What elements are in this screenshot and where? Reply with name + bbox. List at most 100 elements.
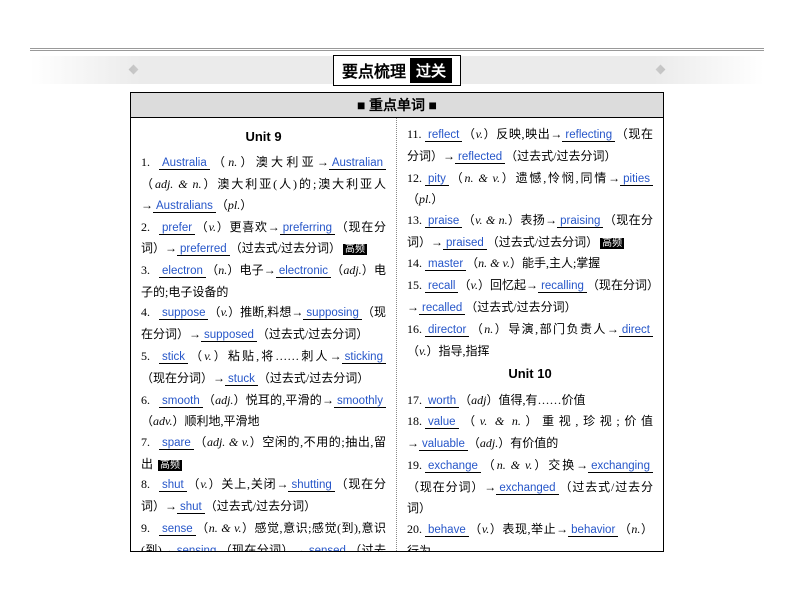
entry-text: （	[466, 256, 478, 270]
entry-text: （	[141, 414, 153, 428]
entry-text: （	[618, 522, 631, 536]
answer-blank: sensed	[306, 545, 349, 551]
sub-header: ■ 重点单词 ■	[131, 93, 663, 118]
part-of-speech: pl.	[419, 192, 431, 206]
content-frame: ■ 重点单词 ■ Unit 9 1.Australia（n.）澳大利亚→Aust…	[130, 92, 664, 552]
part-of-speech: v.	[204, 349, 211, 363]
vocab-entry: 7.spare（adj. & v.）空闲的,不用的;抽出,留出 高频	[141, 432, 386, 474]
answer-blank: recalled	[419, 302, 465, 315]
entry-text: ）电子→	[227, 263, 276, 277]
entry-text: ）值得,有……价值	[486, 393, 585, 407]
entry-number: 20.	[407, 519, 425, 540]
entry-text: （	[196, 521, 209, 535]
header-band: 要点梳理 过关	[30, 56, 764, 84]
vocab-entry: 3.electron（n.）电子→electronic（adj.）电子的;电子设…	[141, 260, 386, 302]
answer-blank: praised	[443, 237, 487, 250]
vocab-entry: 9.sense（n. & v.）感觉,意识;感觉(到),意识(到)→sensin…	[141, 518, 386, 551]
answer-blank: behavior	[568, 524, 618, 537]
entry-number: 17.	[407, 390, 425, 411]
entry-text: （	[331, 263, 343, 277]
entry-number: 8.	[141, 474, 159, 495]
entry-text: （	[407, 192, 419, 206]
entry-number: 1.	[141, 152, 159, 173]
answer-blank: stick	[159, 351, 188, 364]
entry-text: （过去式/过去分词）	[465, 300, 576, 314]
entry-number: 18.	[407, 411, 425, 432]
entry-text: （过去式/过去分词）	[505, 149, 616, 163]
entry-text: ）导演,部门负责人→	[493, 322, 619, 336]
entry-number: 5.	[141, 346, 159, 367]
entry-text: ）表扬→	[508, 213, 558, 227]
answer-blank: prefer	[159, 222, 195, 235]
part-of-speech: n.	[218, 263, 227, 277]
entry-text: ）	[431, 192, 443, 206]
answer-blank: supposed	[201, 329, 257, 342]
part-of-speech: n. & v.	[478, 256, 510, 270]
entry-text: （	[468, 436, 480, 450]
part-of-speech: adj. & n.	[155, 177, 202, 191]
answer-blank: preferring	[280, 222, 335, 235]
entry-text: （	[208, 305, 220, 319]
entry-text: （	[449, 171, 465, 185]
entry-text: （过去式/过去分词）	[230, 241, 341, 255]
vocab-entry: 14.master（n. & v.）能手,主人;掌握	[407, 253, 653, 275]
part-of-speech: n.	[228, 155, 237, 169]
entry-number: 15.	[407, 275, 425, 296]
entry-text: （	[141, 177, 155, 191]
answer-blank: shut	[177, 501, 205, 514]
answer-blank: sensing	[174, 545, 220, 551]
answer-blank: recalling	[538, 280, 587, 293]
vocab-entry: 18.value（v. & n.）重视,珍视;价值→valuable（adj.）…	[407, 411, 653, 455]
entry-text: （过去式/过去分词）	[487, 235, 598, 249]
entry-number: 9.	[141, 518, 159, 539]
answer-blank: pities	[620, 173, 653, 186]
part-of-speech: n.	[484, 322, 493, 336]
vocab-entry: 1.Australia（n.）澳大利亚→Australian（adj. & n.…	[141, 152, 386, 216]
entry-number: 11.	[407, 124, 425, 145]
entry-text: （	[469, 522, 482, 536]
entry-text: ）顺利地,平滑地	[172, 414, 259, 428]
entry-number: 16.	[407, 319, 425, 340]
vocab-entry: 6.smooth（adj.）悦耳的,平滑的→smoothly（adv.）顺利地,…	[141, 390, 386, 432]
vocab-entry: 13.praise（v. & n.）表扬→praising（现在分词）→prai…	[407, 210, 653, 254]
entry-text: ）粘贴,将……刺人→	[212, 349, 342, 363]
entry-number: 2.	[141, 217, 159, 238]
answer-blank: reflecting	[562, 129, 615, 142]
entry-text: ）有价值的	[498, 436, 558, 450]
entry-text: （	[187, 477, 201, 491]
answer-blank: praise	[425, 215, 462, 228]
answer-blank: praising	[557, 215, 603, 228]
entry-text: （	[407, 344, 419, 358]
entry-text: （	[462, 213, 475, 227]
entry-text: ）澳大利亚→	[237, 155, 329, 169]
vocab-entry: 5.stick（v.）粘贴,将……刺人→sticking（现在分词）→stuck…	[141, 346, 386, 390]
entry-number: 6.	[141, 390, 159, 411]
entry-text: （	[469, 322, 484, 336]
entry-text: （	[195, 220, 209, 234]
part-of-speech: v.	[471, 278, 478, 292]
answer-blank: Australians	[153, 200, 216, 213]
part-of-speech: v.	[209, 220, 216, 234]
entry-text: （现在分词）→	[407, 480, 496, 494]
entry-number: 12.	[407, 168, 425, 189]
answer-blank: behave	[425, 524, 469, 537]
vocab-entry: 8.shut（v.）关上,关闭→shutting（现在分词）→shut（过去式/…	[141, 474, 386, 518]
answer-blank: exchange	[425, 460, 481, 473]
entry-number: 4.	[141, 302, 159, 323]
answer-blank: sense	[159, 523, 196, 536]
answer-blank: suppose	[159, 307, 208, 320]
unit-9-title: Unit 9	[141, 126, 386, 148]
high-frequency-badge: 高频	[343, 244, 367, 255]
part-of-speech: pl.	[228, 198, 240, 212]
entry-text: ）反映,映出→	[483, 127, 562, 141]
part-of-speech: adj.	[480, 436, 498, 450]
answer-blank: spare	[159, 437, 194, 450]
entry-text: ）更喜欢→	[216, 220, 280, 234]
entry-text: （过去式/过去分词）	[257, 327, 368, 341]
high-frequency-badge: 高频	[158, 460, 182, 471]
answer-blank: recall	[425, 280, 458, 293]
header-title: 要点梳理	[342, 58, 406, 82]
answer-blank: stuck	[225, 373, 258, 386]
answer-blank: reflected	[455, 151, 505, 164]
part-of-speech: v.	[221, 305, 228, 319]
